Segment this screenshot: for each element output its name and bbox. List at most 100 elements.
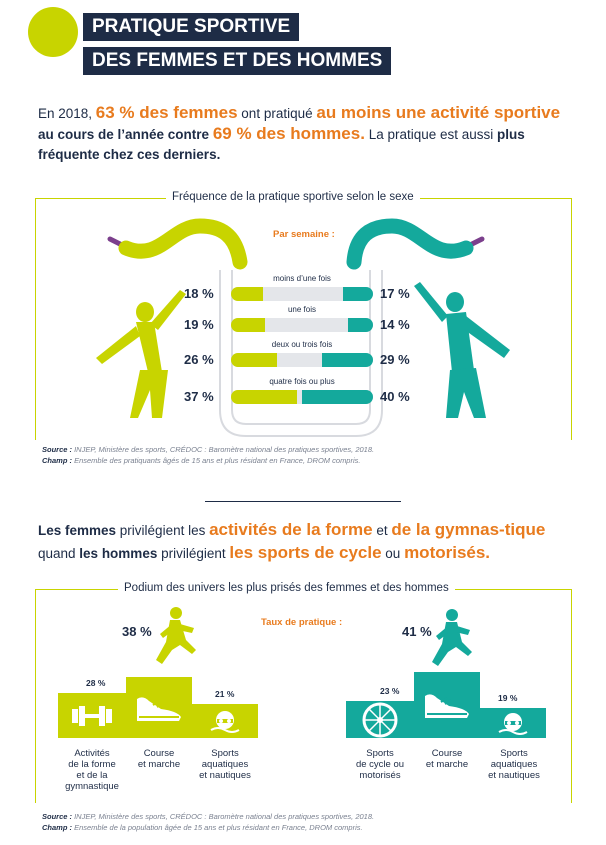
women-podium-third [192,704,258,738]
men-podium-third [480,707,546,738]
intro2-text: quand [38,546,80,561]
women-bar [231,287,263,301]
intro2-highlight: motorisés. [404,543,491,562]
women-grip [107,236,129,250]
podium-label: Course et marche [137,748,181,770]
woman-stretching-icon [96,290,186,418]
men-rope [346,218,474,270]
women-runner-icon [156,607,196,664]
source-label: Source : [42,445,73,454]
champ-text: Ensemble des pratiquants âgés de 15 ans … [72,456,361,465]
women-rope [118,218,248,270]
running-shoe-icon [126,677,192,738]
intro2-bold: les hommes [79,546,158,561]
intro-paragraph: En 2018, 63 % des femmes ont pratiqué au… [38,103,578,165]
men-percent: 14 % [380,317,410,332]
men-bar [342,287,373,301]
podium-percent: 19 % [498,692,518,703]
frequency-source: Source : INJEP, Ministère des sports, CR… [42,445,374,454]
header-decor-circle [28,7,78,57]
podium-label: Sports aquatiques et nautiques [488,748,540,781]
men-bar [302,390,373,404]
intro2-highlight: de la gymnas-tique [391,520,546,539]
women-percent: 26 % [184,352,214,367]
women-bar [231,353,278,367]
women-podium-first [126,677,192,738]
intro-paragraph-2: Les femmes privilégient les activités de… [38,519,578,565]
swimmer-icon [192,704,258,738]
intro-text: La pratique est aussi [364,127,498,142]
women-podium-second [58,693,126,738]
frequency-track [231,287,373,301]
dumbbell-icon [58,693,126,738]
podium-label: Course et marche [425,748,469,770]
intro2-highlight: les sports de cycle [229,543,382,562]
frequency-row-label: quatre fois ou plus [269,377,335,386]
women-percent: 18 % [184,286,214,301]
women-percent: 37 % [184,389,214,404]
podium-title: Podium des univers les plus prisés des f… [118,582,455,594]
source-label: Source : [42,812,73,821]
frequency-row-label: une fois [287,305,317,314]
men-podium-second [346,701,414,738]
page-title-line-2: DES FEMMES ET DES HOMMES [83,47,392,75]
page-title-line-1: PRATIQUE SPORTIVE [83,13,300,41]
podium-label: Sports aquatiques et nautiques [199,748,251,781]
intro2-text: privilégient [157,546,230,561]
frequency-frame-top [35,198,571,199]
intro2-bold: Les femmes [38,523,117,538]
frequency-title: Fréquence de la pratique sportive selon … [166,191,420,203]
frequency-row-label: moins d’une fois [273,274,331,283]
intro-highlight: au moins une activité sportive [316,103,561,122]
podium-percent: 23 % [380,686,400,697]
podium-champ: Champ : Ensemble de la population âgée d… [42,823,363,832]
wheel-icon [346,701,414,738]
podium-percent: 41 % [402,624,432,639]
frequency-track [231,353,373,367]
podium-frame-top [35,589,571,590]
women-percent: 19 % [184,317,214,332]
champ-label: Champ : [42,456,72,465]
source-text: INJEP, Ministère des sports, CRÉDOC : Ba… [72,812,375,821]
podium-label: Sports de cycle ou motorisés [355,748,405,781]
intro2-text: privilégient les [116,523,210,538]
chain-rails [219,270,383,437]
frequency-track [231,390,373,404]
women-bar [231,390,297,404]
podium-source: Source : INJEP, Ministère des sports, CR… [42,812,374,821]
podium-percent: 21 % [215,689,235,700]
frequency-frame-right [571,198,572,440]
intro2-highlight: activités de la forme [209,520,373,539]
podium-percent: 38 % [122,624,152,639]
frequency-track [231,318,373,332]
men-percent: 40 % [380,389,410,404]
intro-text: au cours de l’année contre [38,127,213,142]
intro-highlight: 69 % des hommes. [212,124,365,143]
podium-frame-left [35,589,36,803]
intro-highlight: 63 % des femmes [95,103,238,122]
women-bar [231,318,265,332]
section-separator [205,501,401,502]
men-percent: 29 % [380,352,410,367]
champ-label: Champ : [42,823,72,832]
intro-text: En 2018, [38,106,96,121]
frequency-subtitle: Par semaine : [273,229,335,240]
man-stretching-icon [414,282,510,418]
men-bar [348,318,373,332]
podium-subtitle: Taux de pratique : [261,617,343,628]
source-text: INJEP, Ministère des sports, CRÉDOC : Ba… [72,445,375,454]
swimmer-icon [480,708,546,738]
intro2-text: et [372,523,392,538]
men-runner-icon [432,609,472,666]
running-shoe-icon [414,672,480,738]
champ-text: Ensemble de la population âgée de 15 ans… [72,823,363,832]
men-podium-first [414,672,480,738]
intro2-text: ou [381,546,405,561]
podium-frame-right [571,589,572,803]
men-percent: 17 % [380,286,410,301]
podium-label: Activités de la forme et de la gymnastiq… [65,748,119,792]
frequency-frame-left [35,198,36,440]
podium-percent: 28 % [86,678,106,689]
intro-text: ont pratiqué [237,106,317,121]
intro-bold: plus fréquente chez ces derniers. [38,127,525,162]
